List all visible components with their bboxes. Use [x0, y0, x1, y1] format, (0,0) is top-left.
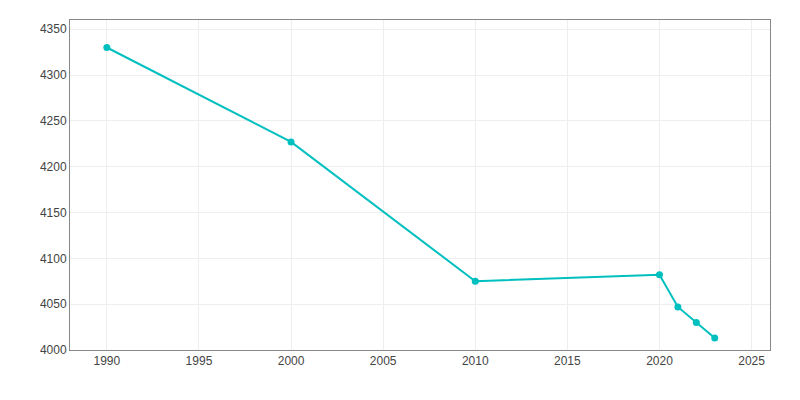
svg-text:2015: 2015: [554, 354, 581, 368]
svg-text:4250: 4250: [40, 114, 67, 128]
svg-text:4300: 4300: [40, 68, 67, 82]
svg-text:4200: 4200: [40, 160, 67, 174]
svg-text:4000: 4000: [40, 343, 67, 357]
svg-text:4150: 4150: [40, 206, 67, 220]
svg-text:4100: 4100: [40, 252, 67, 266]
svg-text:2025: 2025: [738, 354, 765, 368]
svg-text:2010: 2010: [462, 354, 489, 368]
svg-text:2005: 2005: [370, 354, 397, 368]
svg-text:1995: 1995: [186, 354, 213, 368]
svg-text:2020: 2020: [646, 354, 673, 368]
svg-text:1990: 1990: [93, 354, 120, 368]
svg-text:2000: 2000: [278, 354, 305, 368]
svg-text:4050: 4050: [40, 297, 67, 311]
svg-text:4350: 4350: [40, 22, 67, 36]
